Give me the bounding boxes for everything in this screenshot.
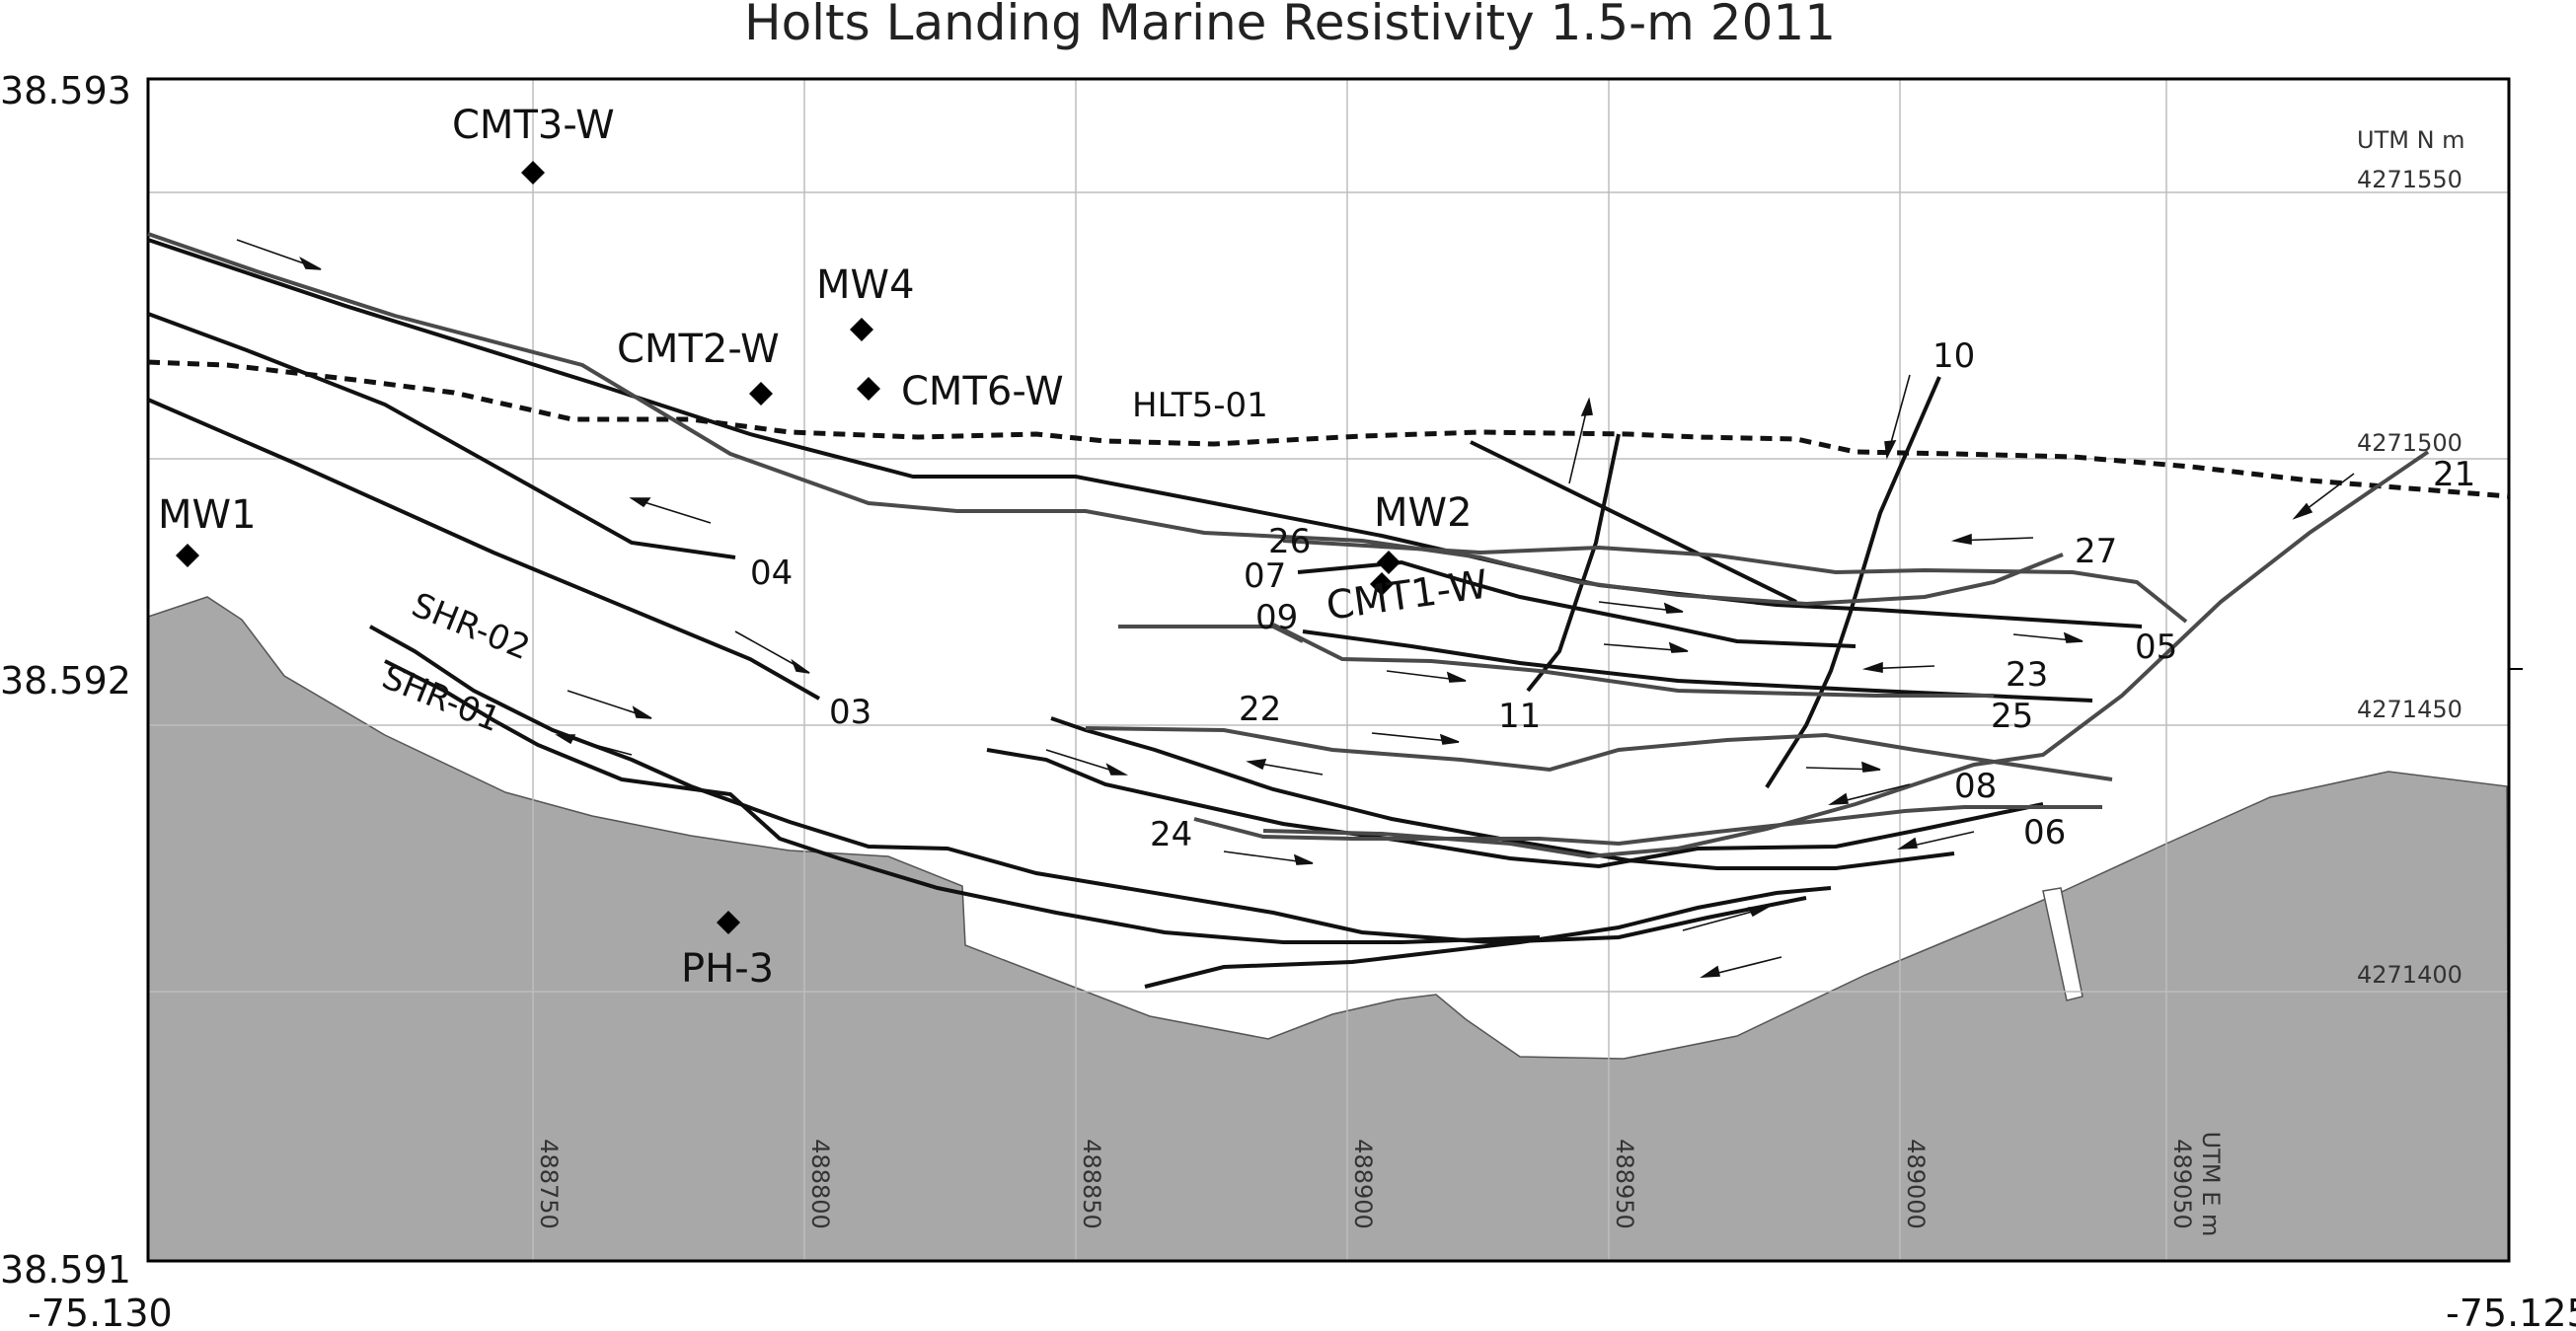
well-marker-ph-3 bbox=[717, 911, 740, 934]
utm-e-label: 488800 bbox=[806, 1139, 834, 1229]
well-markers bbox=[176, 161, 1401, 934]
utm-n-label: 4271500 bbox=[2357, 429, 2462, 457]
inlet bbox=[2042, 887, 2084, 1001]
line-label: 21 bbox=[2433, 455, 2475, 494]
lon-left-label: -75.130 bbox=[28, 1292, 173, 1331]
utm-e-label: 488900 bbox=[1349, 1139, 1377, 1229]
line-label: 24 bbox=[1150, 815, 1192, 854]
well-marker-mw4 bbox=[850, 318, 873, 341]
utm-e-label: 488750 bbox=[535, 1139, 563, 1229]
utm-n-label: 4271550 bbox=[2357, 166, 2462, 193]
well-marker-mw1 bbox=[176, 544, 199, 567]
lon-right-label: -75.125 bbox=[2446, 1292, 2576, 1331]
well-label-cmt2-w: CMT2-W bbox=[617, 327, 780, 372]
lat-mid-label: 38.592 bbox=[0, 659, 131, 702]
survey-lines-dark bbox=[147, 238, 2143, 989]
direction-arrows bbox=[236, 239, 2355, 978]
shore-line-label: SHR-02 bbox=[407, 585, 536, 668]
well-label-cmt1-w: CMT1-W bbox=[1324, 561, 1490, 629]
line-label: 11 bbox=[1498, 697, 1541, 736]
map-title: Holts Landing Marine Resistivity 1.5-m 2… bbox=[744, 0, 1836, 51]
line-label: 26 bbox=[1268, 522, 1311, 561]
line-label: 10 bbox=[1932, 336, 1975, 376]
well-label-ph-3: PH-3 bbox=[681, 946, 774, 992]
line-label: 27 bbox=[2075, 532, 2117, 571]
utm-e-label: 489050 bbox=[2168, 1139, 2196, 1229]
land-area bbox=[147, 596, 2510, 1262]
line-label: 03 bbox=[829, 693, 871, 732]
lat-bottom-label: 38.591 bbox=[0, 1248, 131, 1292]
utm-n-label: 4271400 bbox=[2357, 961, 2462, 989]
line-label: 22 bbox=[1239, 690, 1281, 729]
baseline-hlt5-01 bbox=[147, 359, 2510, 499]
utm-e-label: 488850 bbox=[1078, 1139, 1105, 1229]
well-marker-mw2 bbox=[1377, 551, 1401, 574]
line-label: 23 bbox=[2006, 655, 2048, 695]
line-label: 09 bbox=[1255, 598, 1298, 637]
well-label-mw2: MW2 bbox=[1374, 490, 1473, 536]
line-label: 04 bbox=[750, 554, 793, 593]
line-label: 05 bbox=[2135, 628, 2177, 667]
well-marker-cmt6-w bbox=[857, 377, 880, 401]
line-label: 07 bbox=[1244, 556, 1286, 596]
well-label-mw4: MW4 bbox=[816, 262, 915, 308]
utm-n-header: UTM N m bbox=[2357, 126, 2465, 154]
well-label-cmt3-w: CMT3-W bbox=[452, 103, 615, 148]
utm-grid bbox=[148, 79, 2509, 1261]
utm-e-label: 488950 bbox=[1611, 1139, 1638, 1229]
well-marker-cmt1-w bbox=[1370, 572, 1394, 596]
baseline-label: HLT5-01 bbox=[1132, 386, 1268, 425]
line-label: 08 bbox=[1954, 767, 1997, 806]
well-label-mw1: MW1 bbox=[158, 492, 257, 538]
utm-e-label: 489000 bbox=[1902, 1139, 1930, 1229]
line-label: 25 bbox=[1991, 697, 2033, 736]
well-label-cmt6-w: CMT6-W bbox=[901, 369, 1064, 414]
line-label: 06 bbox=[2023, 813, 2066, 852]
utm-n-label: 4271450 bbox=[2357, 696, 2462, 723]
survey-lines-gray bbox=[147, 232, 2430, 859]
lat-top-label: 38.593 bbox=[0, 69, 131, 112]
utm-e-header: UTM E m bbox=[2197, 1132, 2225, 1237]
well-marker-cmt2-w bbox=[749, 382, 773, 406]
well-marker-cmt3-w bbox=[521, 161, 545, 185]
